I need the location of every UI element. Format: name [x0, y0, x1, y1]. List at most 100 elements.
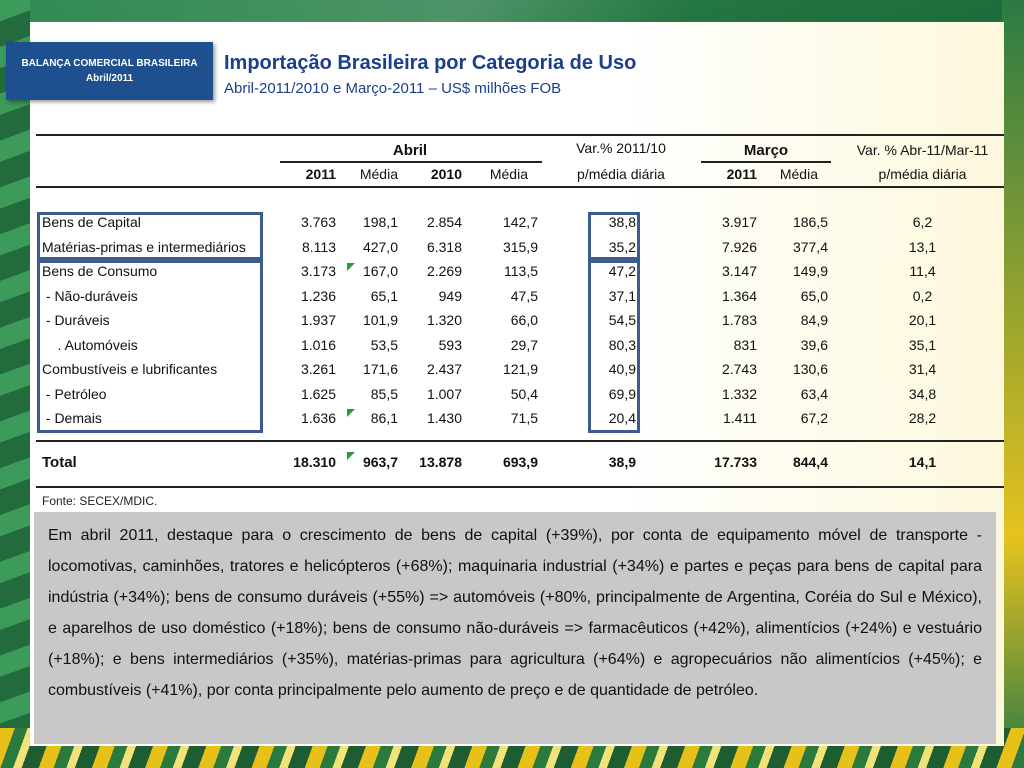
report-badge: BALANÇA COMERCIAL BRASILEIRA Abril/2011	[6, 42, 213, 100]
header-var2-line2: p/média diária	[878, 166, 967, 182]
table-cell: 13,1	[908, 239, 937, 255]
header-var1-line1: Var.% 2011/10	[576, 140, 666, 156]
header-abril: Abril	[392, 142, 428, 159]
abril-rule	[280, 161, 542, 163]
flag-marker	[347, 452, 355, 460]
table-cell: 65,1	[370, 288, 398, 304]
table-cell: 20,4	[608, 410, 636, 426]
table-cell: 71,5	[510, 410, 538, 426]
highlight-box-capital-intermediarios	[37, 212, 263, 260]
header-marco: Março	[743, 142, 789, 159]
table-cell: 65,0	[800, 288, 828, 304]
row-label: Combustíveis e lubrificantes	[42, 361, 218, 377]
table-top-rule	[36, 134, 1004, 136]
total-cell: 14,1	[908, 454, 937, 470]
table-cell: 149,9	[792, 263, 828, 279]
table-cell: 3.763	[300, 214, 336, 230]
total-cell: 844,4	[792, 454, 828, 470]
table-cell: 7.926	[721, 239, 757, 255]
table-cell: 47,2	[608, 263, 636, 279]
table-cell: 34,8	[908, 386, 937, 402]
table-cell: 101,9	[362, 312, 398, 328]
table-cell: 37,1	[608, 288, 636, 304]
table-cell: 47,5	[510, 288, 538, 304]
row-label: Bens de Consumo	[42, 263, 158, 279]
table-cell: 69,9	[608, 386, 636, 402]
subheader-marco-2011: 2011	[726, 166, 757, 182]
table-cell: 6,2	[912, 214, 933, 230]
total-cell: 963,7	[362, 454, 398, 470]
table-cell: 593	[438, 337, 462, 353]
total-cell: 13.878	[419, 454, 462, 470]
slide-subtitle: Abril-2011/2010 e Março-2011 – US$ milhõ…	[224, 80, 562, 97]
table-cell: 53,5	[370, 337, 398, 353]
highlight-box-consumo-combustiveis	[37, 260, 263, 433]
highlight-box-var-capital	[588, 212, 640, 260]
table-cell: 66,0	[510, 312, 538, 328]
table-cell: 85,5	[370, 386, 398, 402]
table-cell: 1.625	[300, 386, 336, 402]
table-cell: 67,2	[800, 410, 828, 426]
total-cell: 693,9	[502, 454, 538, 470]
table-cell: 3.917	[721, 214, 757, 230]
flag-marker	[347, 409, 355, 417]
table-cell: 63,4	[800, 386, 828, 402]
table-cell: 1.320	[426, 312, 462, 328]
table-cell: 31,4	[908, 361, 937, 377]
table-cell: 1.411	[723, 410, 757, 426]
table-cell: 315,9	[502, 239, 538, 255]
total-bottom-rule	[36, 486, 1004, 488]
table-cell: 949	[438, 288, 462, 304]
table-cell: 20,1	[908, 312, 937, 328]
total-cell: 18.310	[293, 454, 336, 470]
background-left-stripes	[0, 0, 30, 768]
table-cell: 1.636	[300, 410, 336, 426]
table-cell: 1.937	[300, 312, 336, 328]
table-cell: 171,6	[362, 361, 398, 377]
header-var1-line2: p/média diária	[577, 166, 665, 182]
table-cell: 3.147	[721, 263, 757, 279]
table-cell: 35,2	[608, 239, 636, 255]
table-source: Fonte: SECEX/MDIC.	[42, 494, 158, 508]
table-cell: 86,1	[370, 410, 398, 426]
row-label: Bens de Capital	[42, 214, 141, 230]
subheader-abril-2010: 2010	[430, 166, 462, 182]
badge-title: BALANÇA COMERCIAL BRASILEIRA	[21, 58, 198, 69]
table-cell: 1.364	[721, 288, 757, 304]
badge-date: Abril/2011	[85, 73, 134, 84]
table-cell: 50,4	[510, 386, 538, 402]
subheader-abril-media-2010: Média	[489, 166, 528, 182]
row-label: Matérias-primas e intermediários	[42, 239, 246, 255]
total-cell: 38,9	[608, 454, 636, 470]
table-cell: 2.437	[426, 361, 462, 377]
table-cell: 35,1	[908, 337, 937, 353]
table-cell: 377,4	[792, 239, 828, 255]
highlight-box-var-consumo	[588, 260, 640, 433]
header-bottom-rule	[36, 186, 1004, 188]
subheader-marco-media: Média	[779, 166, 818, 182]
table-cell: 38,8	[608, 214, 636, 230]
table-cell: 28,2	[908, 410, 937, 426]
commentary-box: Em abril 2011, destaque para o crescimen…	[34, 512, 996, 744]
table-cell: 142,7	[502, 214, 538, 230]
table-cell: 1.016	[300, 337, 336, 353]
row-label: . Automóveis	[42, 337, 138, 353]
table-cell: 39,6	[800, 337, 828, 353]
table-cell: 831	[733, 337, 757, 353]
table-cell: 2.743	[721, 361, 757, 377]
table-cell: 84,9	[800, 312, 828, 328]
table-cell: 427,0	[362, 239, 398, 255]
table-cell: 186,5	[792, 214, 828, 230]
total-top-rule	[36, 440, 1004, 442]
table-cell: 11,4	[909, 263, 936, 279]
table-cell: 40,9	[608, 361, 636, 377]
subheader-abril-2011: 2011	[305, 166, 336, 182]
background-right-stripes	[1002, 0, 1024, 768]
table-cell: 6.318	[426, 239, 462, 255]
total-cell: 17.733	[714, 454, 757, 470]
table-cell: 54,5	[608, 312, 636, 328]
table-cell: 121,9	[502, 361, 538, 377]
table-cell: 1.430	[426, 410, 462, 426]
flag-marker	[347, 263, 355, 271]
table-cell: 8.113	[302, 239, 336, 255]
